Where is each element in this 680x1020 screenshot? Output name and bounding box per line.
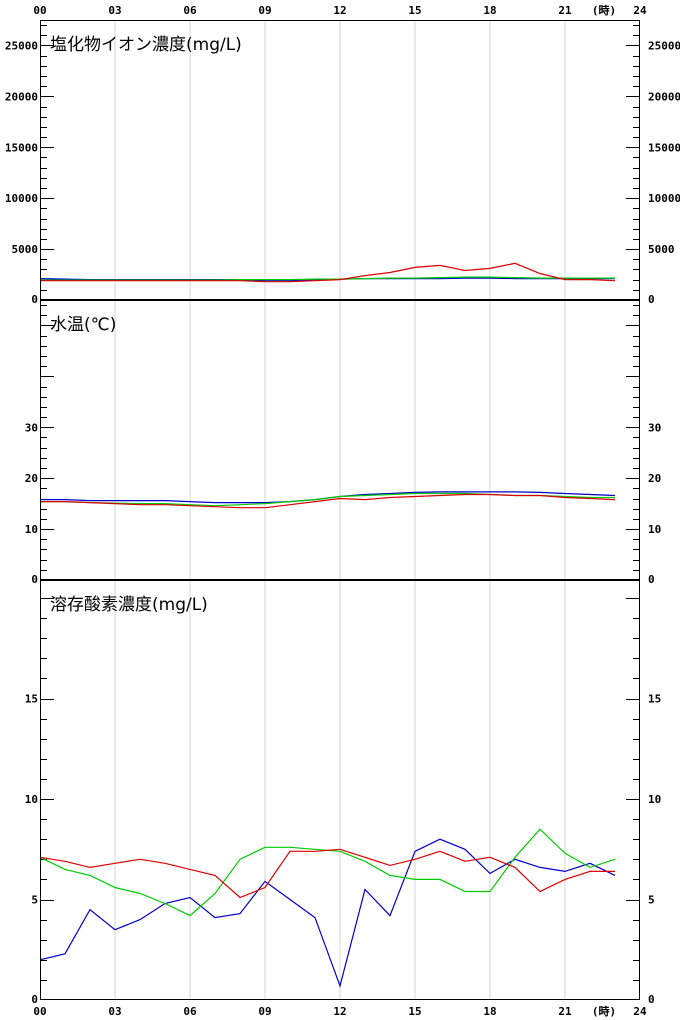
time-label-bottom-09: 09 <box>258 1005 271 1018</box>
time-label-top-09: 09 <box>258 4 271 17</box>
panel-frame-1 <box>40 300 640 580</box>
y-label-right-p0-10000: 10000 <box>648 192 680 205</box>
panel-frame-2 <box>40 580 640 1000</box>
y-label-left-p1-20: 20 <box>25 472 38 485</box>
series-line-p2-2 <box>39 848 615 899</box>
series-layer <box>39 262 616 988</box>
y-label-right-p1-20: 20 <box>648 472 661 485</box>
y-label-right-p1-0: 0 <box>648 573 655 586</box>
time-label-bottom-06: 06 <box>183 1005 197 1018</box>
time-label-top-12: 12 <box>333 4 346 17</box>
panel-title-0: 塩化物イオン濃度(mg/L) <box>50 35 242 55</box>
time-label-top-24: 24 <box>633 4 647 17</box>
series-line-p1-2 <box>40 493 616 509</box>
y-label-left-p2-5: 5 <box>31 894 38 907</box>
series-line-p1-0 <box>40 491 616 504</box>
y-label-left-p2-10: 10 <box>25 793 38 806</box>
time-label-bottom-12: 12 <box>333 1005 346 1018</box>
series-line-p2-1 <box>39 828 616 917</box>
y-label-left-p0-10000: 10000 <box>5 192 38 205</box>
series-line-p2-0 <box>39 838 616 988</box>
y-label-right-p0-25000: 25000 <box>648 39 680 52</box>
ticks-layer <box>40 25 640 981</box>
y-label-right-p1-30: 30 <box>648 421 661 434</box>
time-label-bottom-03: 03 <box>108 1005 121 1018</box>
y-label-right-p2-5: 5 <box>648 894 655 907</box>
y-label-right-p1-10: 10 <box>648 523 661 536</box>
y-label-left-p1-10: 10 <box>25 523 38 536</box>
time-label-top-00: 00 <box>33 4 46 17</box>
time-label-bottom-00: 00 <box>33 1005 46 1018</box>
y-label-left-p2-15: 15 <box>25 693 38 706</box>
y-label-right-p2-0: 0 <box>648 993 655 1006</box>
frame-layer <box>40 20 640 1000</box>
panel-title-2: 溶存酸素濃度(mg/L) <box>50 595 208 615</box>
time-unit-label-bottom: (時) <box>592 1004 616 1018</box>
y-label-right-p0-0: 0 <box>648 293 655 306</box>
time-label-top-03: 03 <box>108 4 121 17</box>
y-label-right-p2-15: 15 <box>648 693 661 706</box>
panel-frame-0 <box>40 20 640 300</box>
time-label-top-15: 15 <box>408 4 421 17</box>
y-label-left-p0-25000: 25000 <box>5 39 38 52</box>
time-label-top-06: 06 <box>183 4 197 17</box>
y-label-right-p0-5000: 5000 <box>648 243 675 256</box>
y-label-left-p0-5000: 5000 <box>12 243 39 256</box>
y-label-right-p2-10: 10 <box>648 793 661 806</box>
grid-layer <box>114 20 566 1000</box>
y-label-left-p0-15000: 15000 <box>5 141 38 154</box>
time-label-bottom-21: 21 <box>558 1005 572 1018</box>
y-label-right-p0-20000: 20000 <box>648 90 680 103</box>
y-label-left-p0-0: 0 <box>31 293 38 306</box>
series-line-p0-2 <box>40 262 616 283</box>
time-label-top-21: 21 <box>558 4 572 17</box>
y-label-left-p1-30: 30 <box>25 421 38 434</box>
time-label-bottom-18: 18 <box>483 1005 496 1018</box>
y-label-left-p1-0: 0 <box>31 573 38 586</box>
y-label-left-p2-0: 0 <box>31 993 38 1006</box>
y-label-left-p0-20000: 20000 <box>5 90 38 103</box>
time-label-bottom-24: 24 <box>633 1005 647 1018</box>
time-label-top-18: 18 <box>483 4 496 17</box>
y-label-right-p0-15000: 15000 <box>648 141 680 154</box>
time-label-bottom-15: 15 <box>408 1005 421 1018</box>
time-unit-label-top: (時) <box>592 3 616 17</box>
panel-title-1: 水温(℃) <box>50 315 116 335</box>
